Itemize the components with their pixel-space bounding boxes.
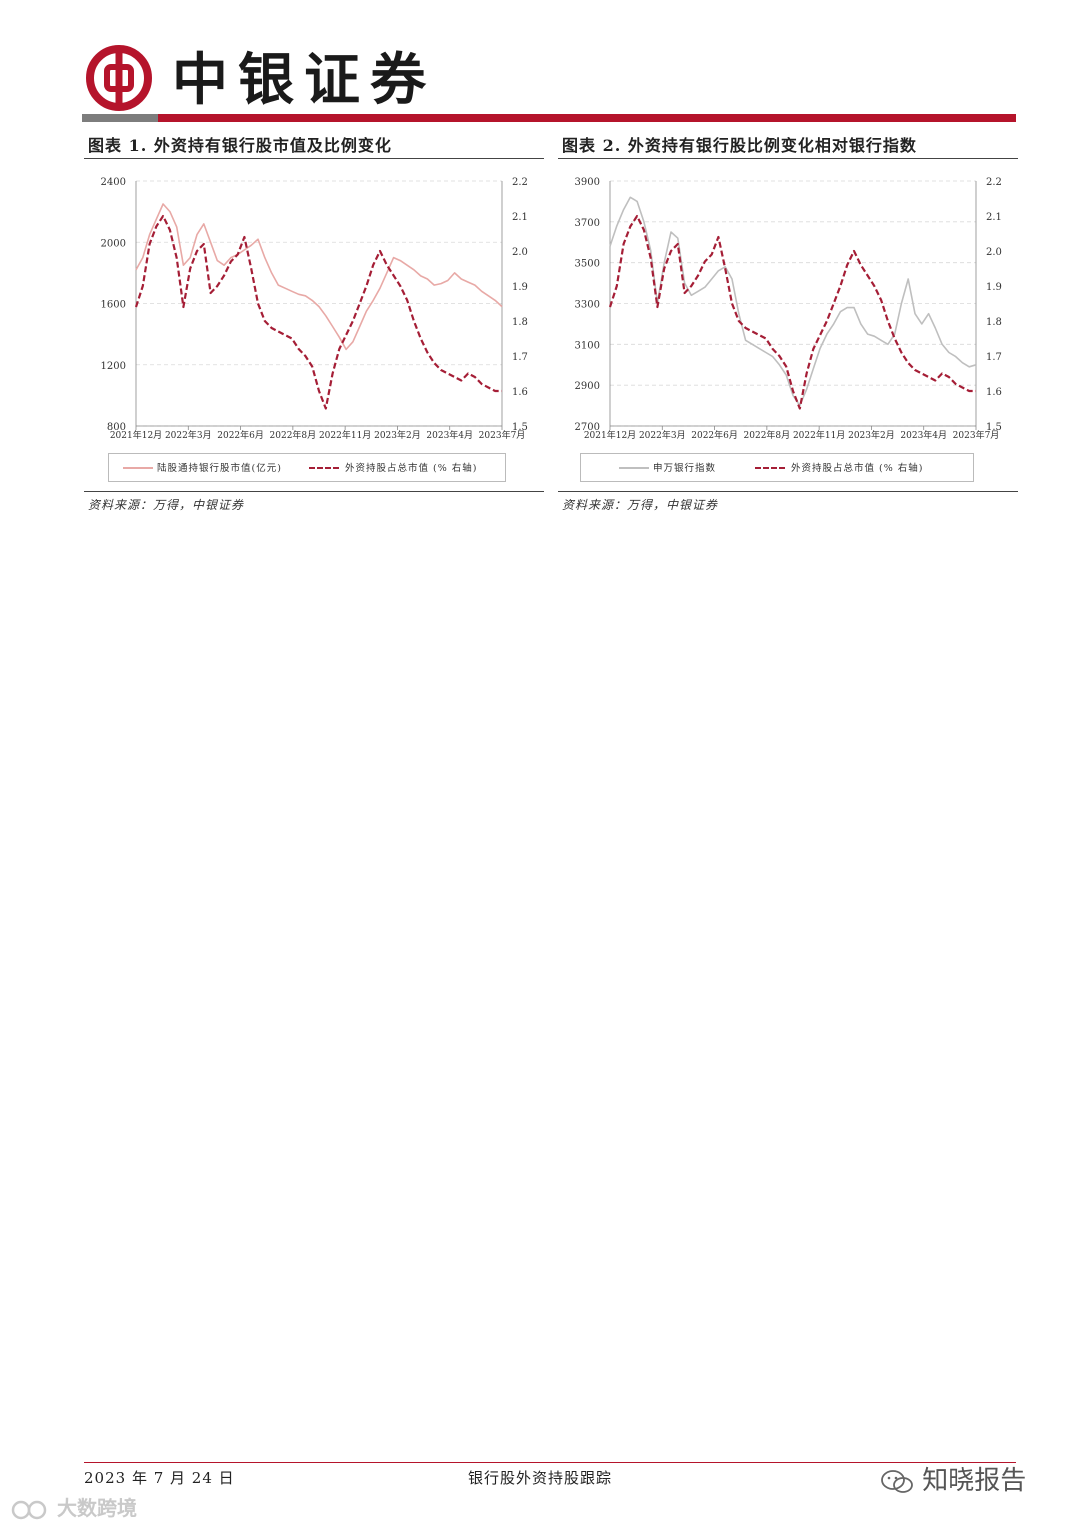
y-left-tick-label: 2700	[575, 422, 600, 433]
x-tick-label: 2022年6月	[217, 429, 264, 441]
chart-panel-left: 图表 1. 外资持有银行股市值及比例变化 800 1200 1600 2000 2400…	[84, 126, 544, 516]
brand-name: 中银证券	[172, 47, 436, 113]
chart-right: 2700 2900 3100 3300 3500 3700 3900 1.5 1.6 1.7 1.8…	[575, 177, 1002, 441]
divider	[558, 158, 1018, 159]
x-tick-label: 2023年4月	[426, 429, 473, 441]
y-right-tick-label: 1.9	[512, 282, 528, 293]
y-right-tick-label: 2.0	[512, 247, 528, 258]
y-left-tick-label: 2000	[101, 238, 126, 249]
divider	[84, 158, 544, 159]
x-tick-label: 2021年12月	[110, 429, 162, 441]
chart-source: 资料来源：万得，中银证券	[562, 498, 719, 512]
chart-left: 800 1200 1600 2000 2400 1.5 1.6 1.7 1.8 1.9 2.0 2.1…	[101, 177, 528, 441]
legend-label: 陆股通持银行股市值(亿元)	[157, 463, 282, 474]
x-tick-label: 2022年6月	[691, 429, 738, 441]
y-left-tick-label: 3900	[575, 177, 600, 188]
legend-label: 申万银行指数	[653, 463, 717, 474]
y-left-tick-label: 1600	[101, 300, 126, 311]
bank-of-china-logo-icon	[86, 45, 152, 111]
chart-source: 资料来源：万得，中银证券	[88, 498, 245, 512]
x-tick-label: 2023年4月	[900, 429, 947, 441]
y-right-tick-label: 2.1	[512, 212, 528, 223]
y-left-tick-label: 800	[107, 422, 126, 433]
x-tick-label: 2022年11月	[793, 429, 845, 441]
wechat-icon	[881, 1469, 913, 1493]
y-left-tick-label: 1200	[101, 361, 126, 372]
x-tick-label: 2022年8月	[744, 429, 791, 441]
footer-divider	[84, 1462, 1016, 1463]
brand-mark-icon	[11, 1500, 47, 1519]
y-right-tick-label: 1.8	[512, 317, 528, 328]
chart-panel-right: 图表 2. 外资持有银行股比例变化相对银行指数 2700 2900 3100 3300…	[558, 126, 1018, 516]
y-right-tick-label: 1.5	[512, 422, 528, 433]
watermark-text: 大数跨境	[56, 1496, 137, 1520]
x-tick-label: 2022年8月	[270, 429, 317, 441]
y-right-tick-label: 1.8	[986, 317, 1002, 328]
y-left-tick-label: 3300	[575, 300, 600, 311]
footer-title: 银行股外资持股跟踪	[468, 1469, 613, 1487]
x-tick-label: 2023年7月	[479, 429, 526, 441]
x-tick-label: 2021年12月	[584, 429, 636, 441]
chart-title: 图表 2. 外资持有银行股比例变化相对银行指数	[562, 136, 917, 155]
x-tick-label: 2023年2月	[374, 429, 421, 441]
header-bar-red	[158, 114, 1016, 122]
header-bar-gray	[82, 114, 158, 122]
y-right-tick-label: 2.2	[512, 177, 528, 188]
x-tick-label: 2022年3月	[165, 429, 212, 441]
y-right-tick-label: 2.2	[986, 177, 1002, 188]
series-line-right-axis	[608, 214, 976, 410]
legend-swatch-dashed	[755, 467, 785, 469]
divider	[558, 491, 1018, 492]
series-line-left-axis	[609, 196, 977, 407]
legend-label: 外资持股占总市值 (% 右轴)	[791, 463, 924, 474]
y-left-tick-label: 3500	[575, 259, 600, 270]
footer-date: 2023 年 7 月 24 日	[84, 1469, 235, 1487]
y-right-tick-label: 1.7	[512, 352, 528, 363]
y-right-tick-label: 1.9	[986, 282, 1002, 293]
legend-swatch-line	[123, 467, 153, 469]
x-tick-label: 2022年11月	[319, 429, 371, 441]
divider	[84, 491, 544, 492]
y-right-tick-label: 1.6	[512, 387, 528, 398]
series-line-left-axis	[135, 203, 503, 351]
series-line-right-axis	[134, 214, 502, 410]
watermark-right: 知晓报告	[880, 1460, 1026, 1497]
chart-legend: 陆股通持银行股市值(亿元) 外资持股占总市值 (% 右轴)	[108, 453, 506, 482]
chart-legend: 申万银行指数 外资持股占总市值 (% 右轴)	[580, 453, 974, 482]
y-left-tick-label: 3700	[575, 218, 600, 229]
x-tick-label: 2023年7月	[953, 429, 1000, 441]
y-right-tick-label: 1.7	[986, 352, 1002, 363]
legend-label: 外资持股占总市值 (% 右轴)	[345, 463, 478, 474]
x-tick-label: 2022年3月	[639, 429, 686, 441]
y-right-tick-label: 1.5	[986, 422, 1002, 433]
chart-title: 图表 1. 外资持有银行股市值及比例变化	[88, 136, 392, 155]
watermark-left: 大数跨境	[10, 1492, 137, 1521]
y-right-tick-label: 2.0	[986, 247, 1002, 258]
y-left-tick-label: 3100	[575, 340, 600, 351]
watermark-text: 知晓报告	[922, 1466, 1027, 1496]
y-left-tick-label: 2400	[101, 177, 126, 188]
legend-swatch-line	[619, 467, 649, 469]
x-tick-label: 2023年2月	[848, 429, 895, 441]
legend-swatch-dashed	[309, 467, 339, 469]
y-right-tick-label: 1.6	[986, 387, 1002, 398]
y-right-tick-label: 2.1	[986, 212, 1002, 223]
report-header: 中银证券	[82, 38, 1016, 124]
y-left-tick-label: 2900	[575, 381, 600, 392]
